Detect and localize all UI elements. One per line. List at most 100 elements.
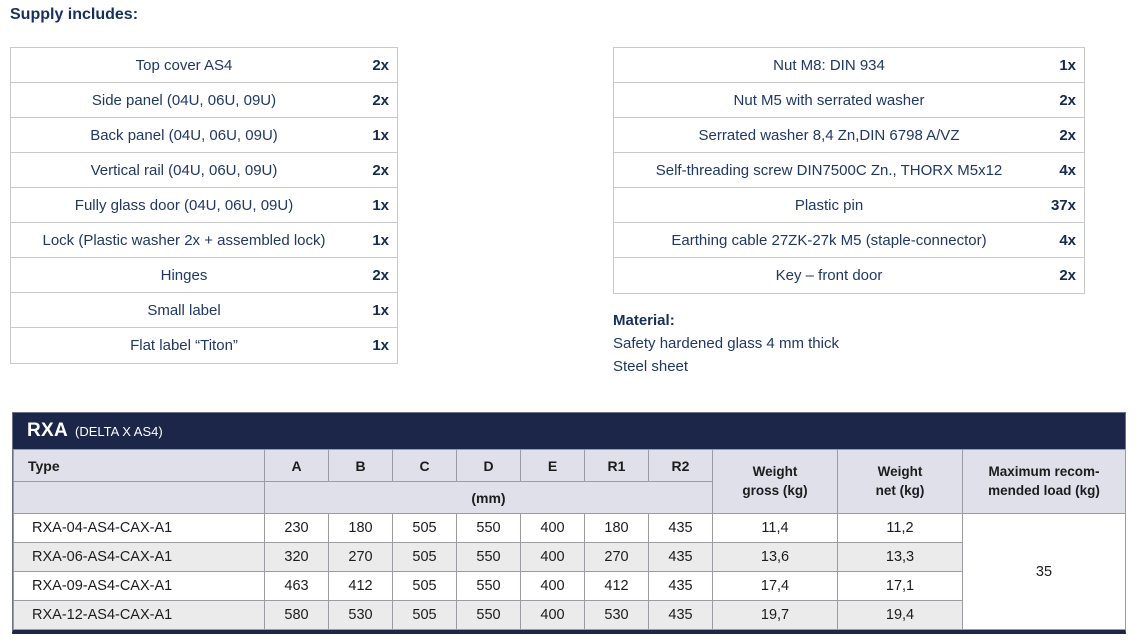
cell-dim: 435 bbox=[648, 571, 713, 601]
supply-row: Self-threading screw DIN7500C Zn., THORX… bbox=[614, 153, 1084, 188]
supply-item-name: Self-threading screw DIN7500C Zn., THORX… bbox=[655, 161, 1003, 179]
supply-row: Side panel (04U, 06U, 09U) 2x bbox=[11, 83, 397, 118]
spec-table-section: RXA (DELTA X AS4) Type A B C D E R1 R2 bbox=[12, 412, 1126, 634]
supply-row: Vertical rail (04U, 06U, 09U) 2x bbox=[11, 153, 397, 188]
cell-dim: 412 bbox=[584, 571, 649, 601]
cell-dim: 505 bbox=[392, 513, 457, 543]
spec-subtitle: (DELTA X AS4) bbox=[75, 423, 163, 439]
supply-row: Back panel (04U, 06U, 09U) 1x bbox=[11, 118, 397, 153]
cell-type: RXA-09-AS4-CAX-A1 bbox=[13, 571, 265, 601]
cell-dim: 505 bbox=[392, 600, 457, 630]
cell-weight-net: 17,1 bbox=[837, 571, 963, 601]
col-header-weight-net-line2: net (kg) bbox=[875, 482, 925, 498]
supply-row: Hinges 2x bbox=[11, 258, 397, 293]
cell-dim: 435 bbox=[648, 600, 713, 630]
supply-list-right: Nut M8: DIN 934 1x Nut M5 with serrated w… bbox=[613, 47, 1085, 294]
supply-item-name: Flat label “Titon” bbox=[130, 337, 238, 354]
supply-row: Top cover AS4 2x bbox=[11, 48, 397, 83]
supply-item-qty: 1x bbox=[372, 231, 389, 249]
cell-dim: 580 bbox=[264, 600, 329, 630]
cell-dim: 180 bbox=[584, 513, 649, 543]
col-header-type: Type bbox=[13, 449, 265, 482]
cell-dim: 550 bbox=[456, 600, 521, 630]
supply-item-name: Earthing cable 27ZK-27k M5 (staple-conne… bbox=[671, 231, 987, 249]
supply-row: Fully glass door (04U, 06U, 09U) 1x bbox=[11, 188, 397, 223]
col-header-max-load-line1: Maximum recom- bbox=[988, 464, 1100, 480]
supply-item-qty: 2x bbox=[1059, 267, 1076, 284]
col-header-dim: D bbox=[456, 449, 521, 482]
supply-row: Lock (Plastic washer 2x + assembled lock… bbox=[11, 223, 397, 258]
supply-row: Nut M5 with serrated washer 2x bbox=[614, 83, 1084, 118]
cell-dim: 400 bbox=[520, 513, 585, 543]
col-header-dim: A bbox=[264, 449, 329, 482]
supply-item-qty: 37x bbox=[1050, 196, 1076, 214]
cell-dim: 530 bbox=[584, 600, 649, 630]
cell-dim: 505 bbox=[392, 571, 457, 601]
supply-item-qty: 2x bbox=[372, 91, 389, 109]
supply-item-name: Side panel (04U, 06U, 09U) bbox=[91, 91, 277, 109]
cell-dim: 550 bbox=[456, 542, 521, 572]
cell-dim: 320 bbox=[264, 542, 329, 572]
cell-dim: 230 bbox=[264, 513, 329, 543]
cell-dim: 270 bbox=[328, 542, 393, 572]
supply-item-qty: 1x bbox=[372, 301, 389, 319]
supply-row: Earthing cable 27ZK-27k M5 (staple-conne… bbox=[614, 223, 1084, 258]
cell-dim: 412 bbox=[328, 571, 393, 601]
supply-list-left: Top cover AS4 2x Side panel (04U, 06U, 09… bbox=[10, 47, 398, 364]
cell-dim: 435 bbox=[648, 542, 713, 572]
spec-data-row: RXA-09-AS4-CAX-A1 463 412 505 550 400 41… bbox=[13, 571, 1126, 601]
cell-weight-net: 11,2 bbox=[837, 513, 963, 543]
spec-table: Type A B C D E R1 R2 Weight gross (kg) We… bbox=[13, 449, 1126, 630]
supply-item-qty: 2x bbox=[372, 266, 389, 284]
cell-dim: 400 bbox=[520, 542, 585, 572]
spec-data-row: RXA-12-AS4-CAX-A1 580 530 505 550 400 53… bbox=[13, 600, 1126, 630]
material-line: Steel sheet bbox=[613, 358, 689, 375]
cell-dim: 180 bbox=[328, 513, 393, 543]
cell-weight-gross: 19,7 bbox=[712, 600, 838, 630]
cell-dim: 550 bbox=[456, 513, 521, 543]
supply-item-qty: 2x bbox=[1059, 91, 1076, 109]
supply-item-name: Plastic pin bbox=[794, 196, 864, 214]
cell-dim: 400 bbox=[520, 600, 585, 630]
empty-cell bbox=[13, 481, 265, 514]
supply-item-qty: 4x bbox=[1059, 161, 1076, 179]
cell-dim: 463 bbox=[264, 571, 329, 601]
supply-item-name: Small label bbox=[147, 301, 221, 319]
col-header-max-load: Maximum recom-mended load (kg) bbox=[962, 449, 1126, 514]
cell-weight-gross: 13,6 bbox=[712, 542, 838, 572]
supply-item-name: Lock (Plastic washer 2x + assembled lock… bbox=[42, 231, 326, 249]
supply-item-name: Back panel (04U, 06U, 09U) bbox=[90, 126, 278, 144]
cell-dim: 435 bbox=[648, 513, 713, 543]
col-header-dim: E bbox=[520, 449, 585, 482]
supply-row: Nut M8: DIN 934 1x bbox=[614, 48, 1084, 83]
supply-item-name: Nut M5 with serrated washer bbox=[733, 91, 925, 109]
cell-weight-net: 19,4 bbox=[837, 600, 963, 630]
spec-title-bar: RXA (DELTA X AS4) bbox=[13, 413, 1125, 449]
spec-title: RXA bbox=[27, 420, 69, 441]
cell-weight-gross: 17,4 bbox=[712, 571, 838, 601]
supply-includes-heading: Supply includes: bbox=[10, 6, 139, 23]
supply-item-name: Vertical rail (04U, 06U, 09U) bbox=[90, 161, 278, 179]
cell-type: RXA-04-AS4-CAX-A1 bbox=[13, 513, 265, 543]
supply-item-qty: 2x bbox=[372, 56, 389, 74]
cell-weight-gross: 11,4 bbox=[712, 513, 838, 543]
cell-dim: 400 bbox=[520, 571, 585, 601]
supply-item-qty: 2x bbox=[1059, 126, 1076, 144]
supply-row: Serrated washer 8,4 Zn,DIN 6798 A/VZ 2x bbox=[614, 118, 1084, 153]
supply-item-name: Top cover AS4 bbox=[135, 56, 233, 74]
supply-item-qty: 1x bbox=[372, 337, 389, 354]
col-header-dim: R1 bbox=[584, 449, 649, 482]
spec-data-row: RXA-06-AS4-CAX-A1 320 270 505 550 400 27… bbox=[13, 542, 1126, 572]
cell-weight-net: 13,3 bbox=[837, 542, 963, 572]
unit-label-cell: (mm) bbox=[264, 481, 713, 514]
supply-row: Key – front door 2x bbox=[614, 258, 1084, 293]
supply-item-qty: 2x bbox=[372, 161, 389, 179]
cell-type: RXA-12-AS4-CAX-A1 bbox=[13, 600, 265, 630]
col-header-weight-gross-line1: Weight bbox=[752, 464, 798, 480]
cell-max-load: 35 bbox=[962, 513, 1126, 630]
col-header-weight-net: Weight net (kg) bbox=[837, 449, 963, 514]
supply-item-name: Serrated washer 8,4 Zn,DIN 6798 A/VZ bbox=[698, 126, 960, 144]
supply-item-name: Nut M8: DIN 934 bbox=[773, 56, 885, 74]
spec-data-row: RXA-04-AS4-CAX-A1 230 180 505 550 400 18… bbox=[13, 513, 1126, 630]
